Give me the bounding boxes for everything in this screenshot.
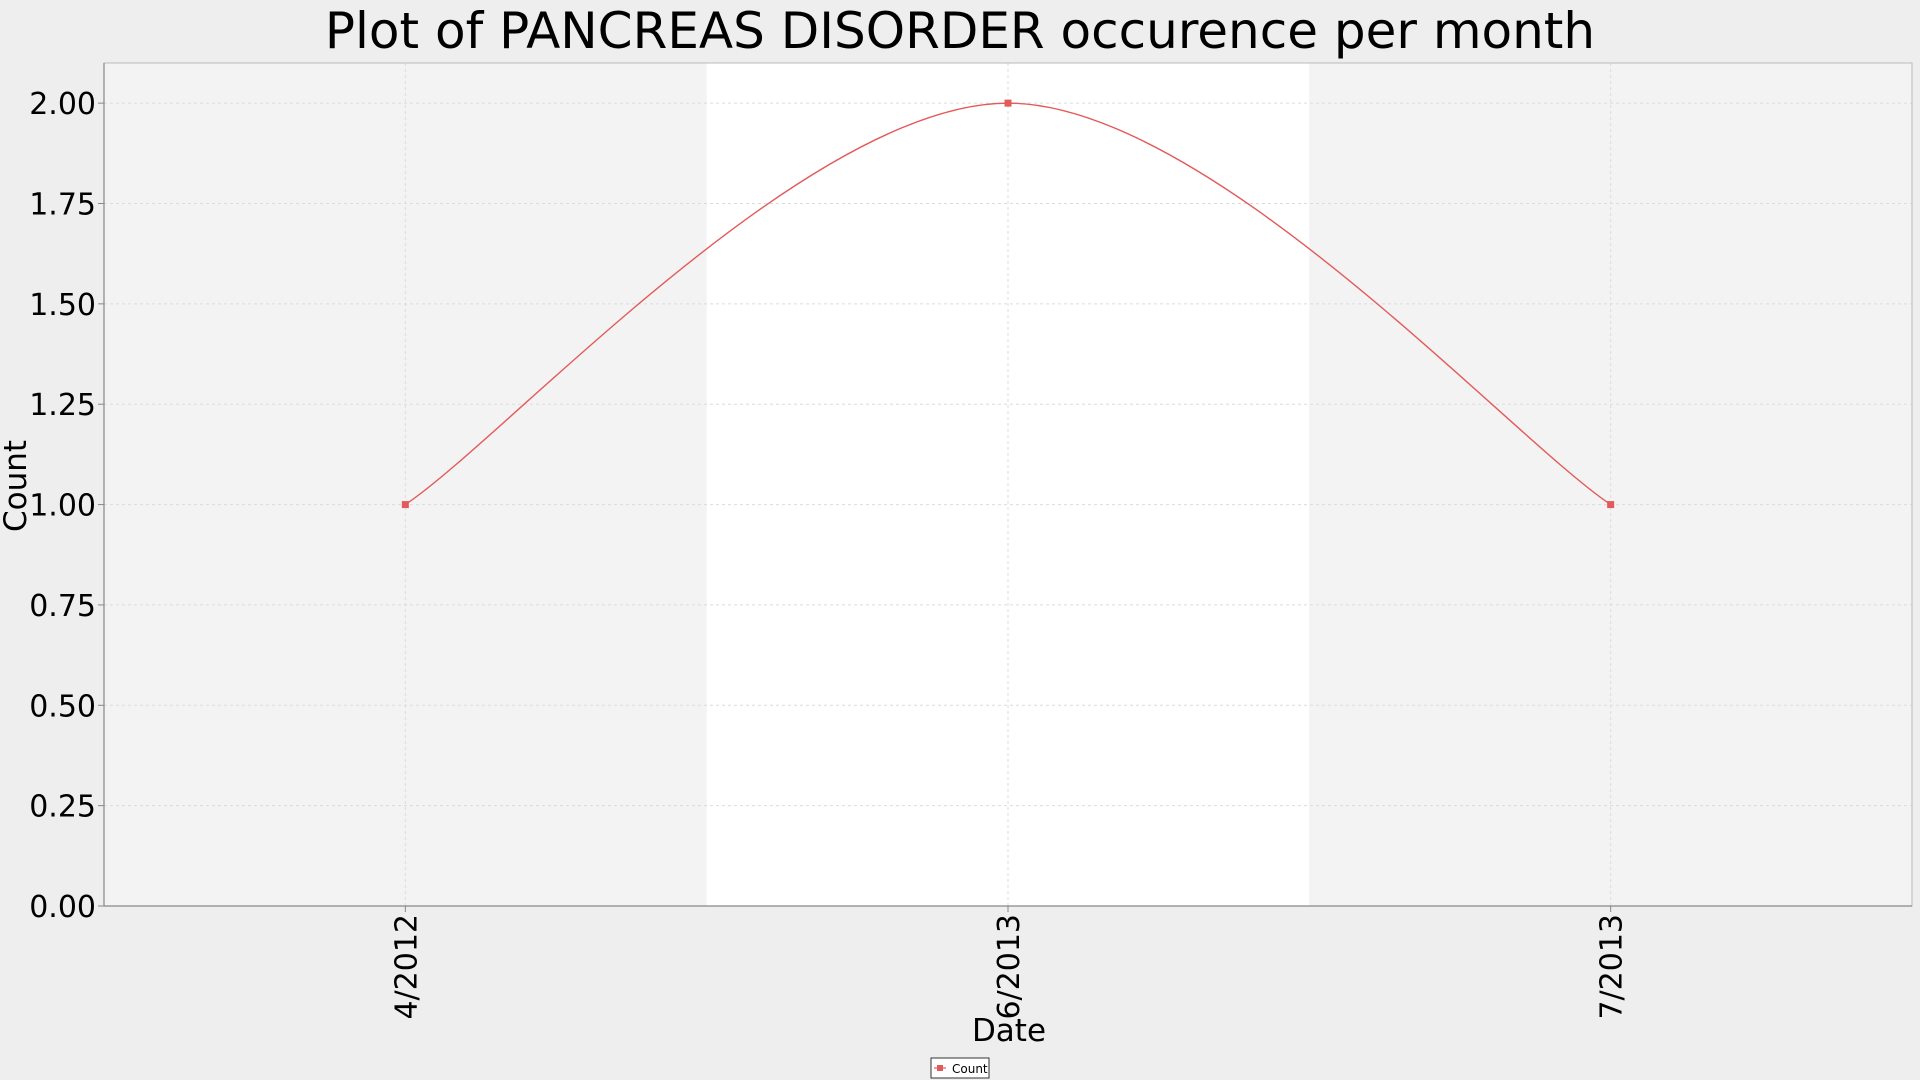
x-tick-label: 6/2013 xyxy=(992,914,1027,1020)
y-tick-label: 1.50 xyxy=(29,288,96,323)
y-tick-label: 1.00 xyxy=(29,489,96,524)
data-point-marker xyxy=(1004,99,1012,107)
series-count xyxy=(401,99,1615,509)
y-tick-label: 0.25 xyxy=(29,790,96,825)
y-tick-label: 0.50 xyxy=(29,689,96,724)
data-point-marker xyxy=(1607,501,1615,509)
y-axis-label: Count xyxy=(0,440,34,532)
legend: Count xyxy=(930,1057,990,1079)
y-tick-label: 2.00 xyxy=(29,87,96,122)
legend-box xyxy=(930,1057,990,1079)
y-tick-label: 1.25 xyxy=(29,388,96,423)
x-tick-label: 7/2013 xyxy=(1595,914,1630,1020)
x-tick-labels: 4/2012 6/2013 7/2013 xyxy=(389,906,1630,1020)
y-tick-label: 1.75 xyxy=(29,188,96,223)
x-tick-label: 4/2012 xyxy=(389,914,424,1020)
y-tick-labels: 0.00 0.25 0.50 0.75 1.00 1.25 1.50 1.75 2.00 xyxy=(29,87,104,925)
legend-series-marker xyxy=(937,1065,943,1071)
chart-title: Plot of PANCREAS DISORDER occurence per … xyxy=(325,2,1595,60)
y-tick-label: 0.75 xyxy=(29,589,96,624)
y-tick-label: 0.00 xyxy=(29,890,96,925)
data-point-marker xyxy=(401,501,409,509)
x-axis-label: Date xyxy=(972,1013,1046,1049)
legend-series-label: Count xyxy=(952,1062,988,1076)
